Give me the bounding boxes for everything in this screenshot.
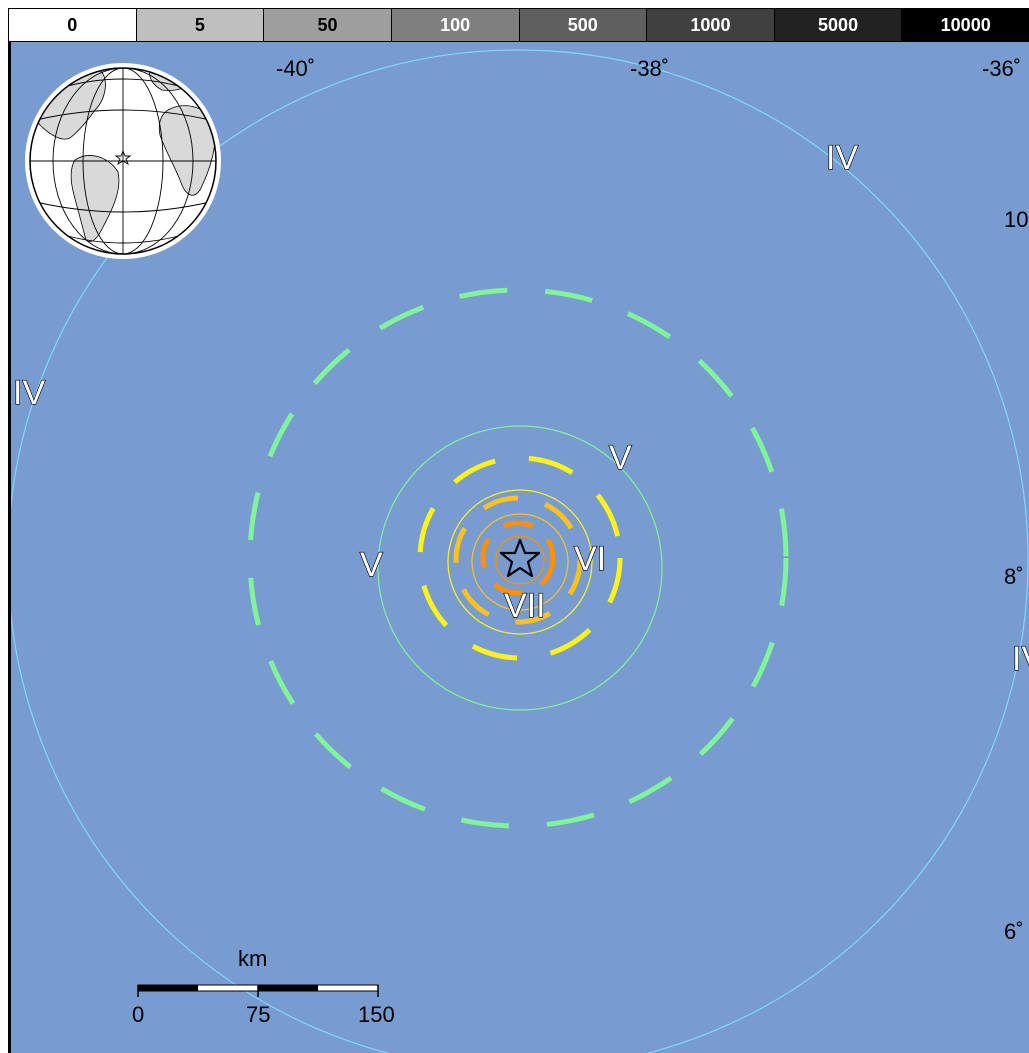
legend-cell-3: 100 [390, 9, 519, 41]
intensity-label-v-left: V [360, 546, 383, 584]
locator-globe [25, 63, 221, 259]
scale-unit: km [238, 946, 267, 971]
contour-v-line [377, 425, 663, 711]
scale-bar: km 0 75 150 [132, 946, 395, 1027]
legend-cell-0: 0 [8, 9, 136, 41]
lon-label-1: -40˚ [276, 56, 315, 81]
contour-viii-line [495, 535, 545, 585]
contour-vi-line [447, 489, 593, 635]
lon-label-2: -38˚ [630, 56, 669, 81]
lat-label-2: 8˚ [1004, 564, 1024, 589]
globe-star-icon [114, 149, 132, 166]
scale-tick-75: 75 [246, 1002, 270, 1027]
contour-vii-line [471, 513, 569, 611]
lat-label-3: 6˚ [1004, 919, 1024, 944]
contour-vii-dashed [453, 495, 583, 625]
legend-cell-2: 50 [263, 9, 391, 41]
legend-cell-4: 500 [518, 9, 647, 41]
intensity-label-vii: VII [504, 587, 546, 625]
intensity-label-iv-left: IV [13, 374, 45, 412]
star-icon[interactable] [499, 538, 541, 578]
intensity-map[interactable]: IV IV IV V V VI VII -40˚ -38˚ -36˚ 10˚ 8… [8, 42, 1029, 1053]
scale-tick-0: 0 [132, 1002, 144, 1027]
contour-vi-dashed [417, 455, 623, 661]
globe-south-america [70, 155, 120, 242]
intensity-label-iv-right: IV [1012, 640, 1029, 678]
scale-tick-150: 150 [358, 1002, 395, 1027]
lat-label-1: 10˚ [1004, 207, 1029, 232]
legend-cell-6: 5000 [773, 9, 902, 41]
map-canvas[interactable]: IV IV IV V V VI VII -40˚ -38˚ -36˚ 10˚ 8… [11, 42, 1029, 1053]
legend-cell-7: 10000 [901, 9, 1029, 41]
population-legend: 0 5 50 100 500 1000 5000 10000 [8, 8, 1029, 42]
contour-iv-line [11, 49, 1029, 1053]
intensity-label-vi: VI [574, 540, 606, 578]
legend-cell-1: 5 [135, 9, 264, 41]
legend-cell-5: 1000 [646, 9, 774, 41]
contour-v-dashed [247, 287, 789, 829]
intensity-label-iv-top: IV [826, 139, 858, 177]
contour-viii-dashed [480, 520, 556, 596]
intensity-label-v-top: V [609, 439, 632, 477]
lon-label-3: -36˚ [982, 56, 1021, 81]
